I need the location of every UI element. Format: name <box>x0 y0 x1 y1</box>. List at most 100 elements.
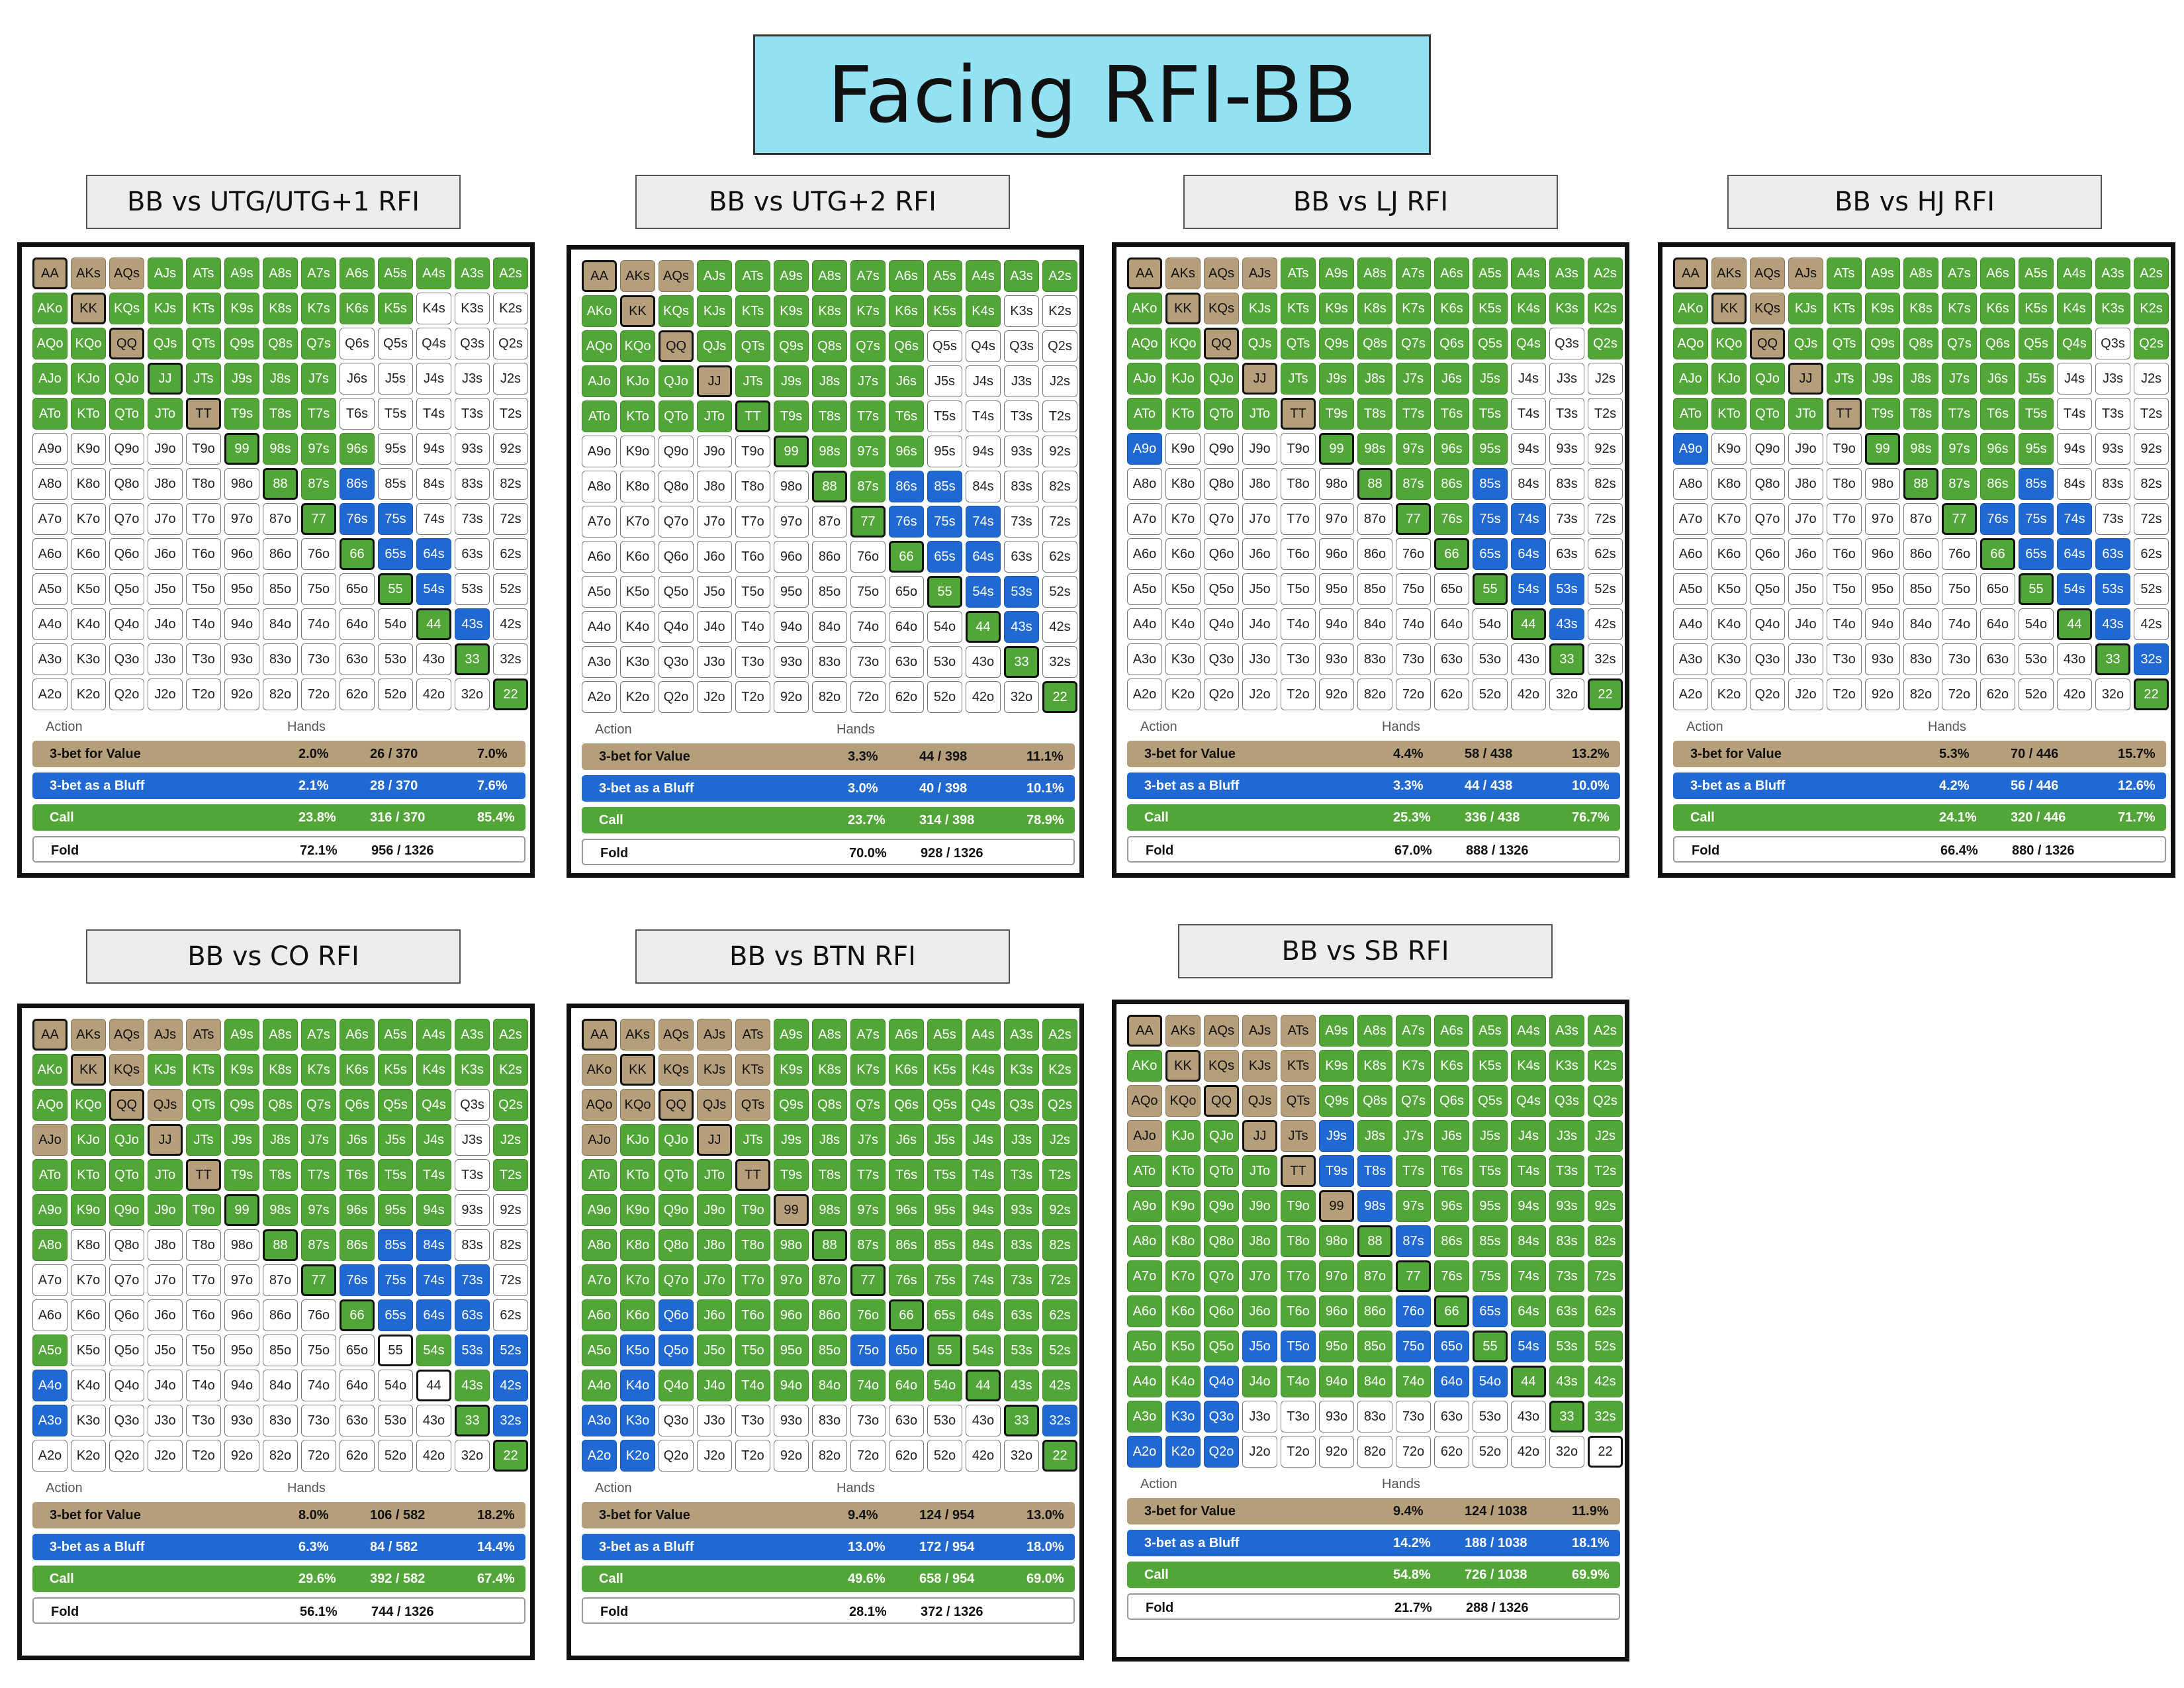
hand-cell: T2o <box>1281 679 1316 710</box>
hand-cell: 86o <box>1903 538 1938 570</box>
hand-cell: K5s <box>2019 293 2054 324</box>
hand-cell: 77 <box>1396 1260 1431 1292</box>
hand-cell: T3s <box>1004 400 1039 432</box>
hand-cell: A8o <box>32 468 68 500</box>
stat-hands: 106 / 582 <box>370 1508 426 1523</box>
stat-row-bluff: 3-bet as a Bluff 2.1% 28 / 370 7.6% <box>32 773 525 799</box>
hand-cell: K3s <box>2095 293 2130 324</box>
hand-cell: 92s <box>2134 433 2169 465</box>
hand-cell: 92s <box>1588 433 1623 465</box>
hand-cell: K2o <box>1711 679 1747 710</box>
hand-cell: 54o <box>378 1370 413 1401</box>
hand-cell: 42s <box>1588 1366 1623 1397</box>
hand-cell: AJo <box>582 365 617 397</box>
hand-cell: 82o <box>1903 679 1938 710</box>
hand-cell: 55 <box>1473 573 1508 605</box>
hand-cell: J3s <box>1004 365 1039 397</box>
hand-cell: Q2s <box>1588 1085 1623 1117</box>
hand-cell: A3s <box>1549 258 1584 289</box>
hand-cell: A5s <box>1473 1015 1508 1047</box>
hand-cell: A7o <box>32 1264 68 1296</box>
hand-cell: T5s <box>378 1159 413 1191</box>
hand-cell: T4o <box>1281 1366 1316 1397</box>
hand-cell: 93s <box>455 433 490 465</box>
hand-cell: T9s <box>774 400 809 432</box>
hand-cell: 53s <box>1549 1331 1584 1362</box>
hand-cell: J8s <box>812 365 847 397</box>
hand-cell: 84o <box>1357 1366 1392 1397</box>
hand-cell: 22 <box>1588 679 1623 710</box>
hands-header: Hands <box>1382 720 1420 734</box>
hand-cell: 42o <box>416 1440 451 1472</box>
hand-cell: Q5o <box>1750 573 1785 605</box>
stat-percent: 25.3% <box>1393 810 1431 825</box>
hand-cell: 65o <box>340 1335 375 1366</box>
hand-cell: 76o <box>850 541 886 573</box>
hand-cell: 83s <box>1549 1225 1584 1257</box>
hand-cell: 44 <box>1511 1366 1546 1397</box>
hand-cell: 88 <box>263 1229 298 1261</box>
hand-cell: Q2s <box>1042 330 1077 362</box>
hand-cell: Q6o <box>659 1299 694 1331</box>
hand-cell: 53s <box>2095 573 2130 605</box>
hand-cell: 84s <box>966 1229 1001 1261</box>
hand-cell: AQs <box>109 1019 144 1051</box>
hand-cell: AQo <box>582 1089 617 1121</box>
hand-cell: 75o <box>850 576 886 608</box>
hand-cell: 74o <box>1942 608 1977 640</box>
stat-percent: 8.0% <box>298 1508 329 1523</box>
hand-cell: AKo <box>1673 293 1708 324</box>
stat-hands: 26 / 370 <box>370 747 418 761</box>
hand-cell: A8s <box>1903 258 1938 289</box>
hand-cell: J6s <box>340 1124 375 1156</box>
hand-cell: K8o <box>71 468 106 500</box>
hand-cell: J6s <box>889 1124 924 1156</box>
hand-cell: J5s <box>1473 363 1508 395</box>
hand-cell: KQs <box>1204 1050 1239 1082</box>
hand-cell: T4s <box>966 400 1001 432</box>
hand-cell: 43o <box>1511 1401 1546 1432</box>
hand-cell: 92o <box>774 681 809 713</box>
hand-cell: KQs <box>659 295 694 327</box>
hand-cell: Q2o <box>1750 679 1785 710</box>
hand-cell: 84o <box>812 1370 847 1401</box>
hand-cell: J5o <box>697 576 732 608</box>
hand-cell: K2o <box>620 681 655 713</box>
hand-cell: T6o <box>186 1299 221 1331</box>
hand-cell: 94o <box>224 608 259 640</box>
hand-cell: QTs <box>186 328 221 359</box>
hand-cell: A7s <box>1396 258 1431 289</box>
hand-cell: T7s <box>1396 1155 1431 1187</box>
action-header: Action <box>1686 720 1723 734</box>
stat-label: 3-bet as a Bluff <box>1690 778 1786 793</box>
action-header: Action <box>595 722 632 737</box>
stat-percent: 3.3% <box>1393 778 1424 793</box>
hand-cell: 74o <box>1396 1366 1431 1397</box>
hand-cell: Q4s <box>966 330 1001 362</box>
hand-cell: A3s <box>2095 258 2130 289</box>
hand-cell: 43s <box>1004 611 1039 643</box>
hand-cell: A5o <box>582 1335 617 1366</box>
hand-cell: 54s <box>1511 1331 1546 1362</box>
hand-cell: A7s <box>850 1019 886 1051</box>
hand-cell: Q7o <box>1204 1260 1239 1292</box>
hand-cell: 74s <box>1511 1260 1546 1292</box>
hand-cell: 93s <box>2095 433 2130 465</box>
hand-cell: AA <box>1127 258 1162 289</box>
hand-cell: 98s <box>263 433 298 465</box>
hand-cell: QTs <box>1827 328 1862 359</box>
hand-cell: Q9o <box>1204 1190 1239 1222</box>
hand-cell: 96o <box>1319 1295 1354 1327</box>
hand-cell: Q3s <box>1549 328 1584 359</box>
stat-hands: 336 / 438 <box>1465 810 1520 825</box>
hand-cell: J6s <box>1980 363 2015 395</box>
hand-cell: AA <box>32 1019 68 1051</box>
hand-cell: Q9s <box>1319 1085 1354 1117</box>
hand-cell: 97o <box>224 503 259 535</box>
hand-cell: Q4o <box>1204 608 1239 640</box>
hand-cell: Q3o <box>1204 1401 1239 1432</box>
hand-cell: 94o <box>1319 608 1354 640</box>
hands-header: Hands <box>287 720 326 734</box>
hand-cell: AQo <box>32 328 68 359</box>
hand-cell: T4s <box>1511 1155 1546 1187</box>
